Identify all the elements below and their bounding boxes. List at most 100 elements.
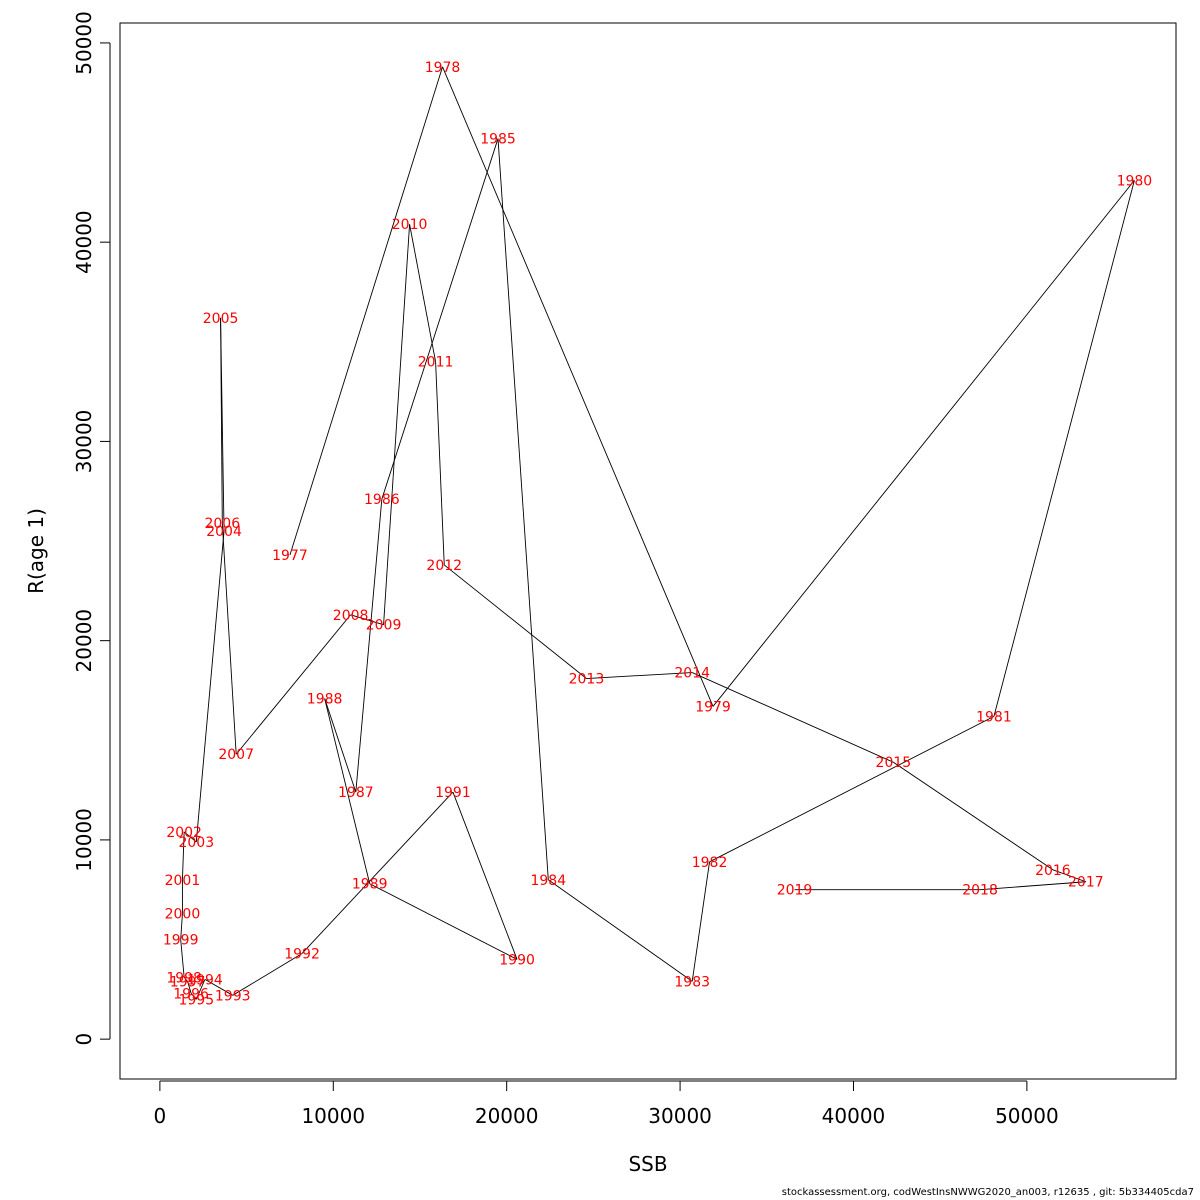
y-tick-label: 30000 bbox=[72, 410, 96, 474]
point-label-1990: 1990 bbox=[499, 952, 535, 968]
point-label-2004: 2004 bbox=[206, 524, 242, 540]
point-label-2013: 2013 bbox=[569, 672, 605, 688]
segment-2003-2004 bbox=[195, 531, 225, 842]
segment-1978-1979 bbox=[442, 66, 714, 707]
point-label-2019: 2019 bbox=[777, 883, 813, 899]
x-tick-label: 10000 bbox=[301, 1104, 365, 1128]
x-tick-label: 30000 bbox=[648, 1104, 712, 1128]
segment-1992-1993 bbox=[232, 953, 303, 996]
point-label-2012: 2012 bbox=[426, 558, 462, 574]
segment-2010-2011 bbox=[409, 224, 437, 362]
segment-1988-1989 bbox=[324, 698, 371, 884]
point-label-1988: 1988 bbox=[307, 691, 343, 707]
segment-2011-2012 bbox=[435, 361, 445, 565]
segment-1991-1992 bbox=[301, 791, 454, 954]
segment-1987-1988 bbox=[324, 698, 357, 793]
series-path bbox=[180, 66, 1135, 1000]
segment-2016-2017 bbox=[1052, 869, 1086, 883]
y-axis-title: R(age 1) bbox=[24, 508, 48, 594]
point-label-2014: 2014 bbox=[674, 666, 710, 682]
point-label-1982: 1982 bbox=[692, 855, 728, 871]
segment-2009-2010 bbox=[383, 224, 411, 625]
point-label-2018: 2018 bbox=[962, 883, 998, 899]
segment-1986-1987 bbox=[355, 499, 383, 793]
point-label-2001: 2001 bbox=[165, 873, 201, 889]
x-tick-label: 20000 bbox=[475, 1104, 539, 1128]
point-label-1979: 1979 bbox=[695, 699, 731, 715]
plot-frame bbox=[119, 22, 1177, 1080]
y-tick-label: 0 bbox=[72, 1033, 96, 1046]
segment-2001-2002 bbox=[181, 831, 185, 880]
segment-1982-1983 bbox=[691, 861, 711, 982]
point-label-1989: 1989 bbox=[352, 877, 388, 893]
segment-1993-1994 bbox=[204, 978, 233, 996]
segment-1980-1981 bbox=[993, 180, 1135, 717]
segment-2015-2016 bbox=[893, 761, 1054, 871]
y-axis: 0 10000 20000 30000 40000 50000 bbox=[72, 11, 111, 1046]
point-label-2006: 2006 bbox=[204, 516, 240, 532]
segment-1996-1997 bbox=[187, 981, 192, 994]
point-label-1985: 1985 bbox=[480, 132, 516, 148]
segment-2013-2014 bbox=[586, 672, 693, 679]
segment-1984-1985 bbox=[497, 138, 549, 880]
segment-2005-2006 bbox=[220, 317, 223, 524]
point-label-2011: 2011 bbox=[418, 355, 454, 371]
segment-1995-1996 bbox=[190, 993, 197, 1000]
point-label-2000: 2000 bbox=[165, 907, 201, 923]
y-tick-label: 10000 bbox=[72, 808, 96, 872]
point-label-2007: 2007 bbox=[218, 747, 254, 763]
segment-2008-2009 bbox=[350, 614, 384, 626]
x-tick-label: 40000 bbox=[822, 1104, 886, 1128]
x-axis: 0 10000 20000 30000 40000 50000 bbox=[154, 1080, 1059, 1128]
y-tick-label: 50000 bbox=[72, 11, 96, 75]
point-label-2005: 2005 bbox=[203, 311, 239, 327]
segment-1981-1982 bbox=[709, 715, 995, 863]
segment-1989-1990 bbox=[369, 883, 518, 960]
year-labels: 1977 1978 1979 1980 1981 1982 1983 1984 1985 1986… bbox=[163, 60, 1152, 1008]
x-tick-label: 50000 bbox=[995, 1104, 1059, 1128]
point-label-1992: 1992 bbox=[284, 946, 320, 962]
segment-2006-2007 bbox=[221, 523, 237, 755]
segment-1983-1984 bbox=[548, 879, 693, 982]
point-label-1980: 1980 bbox=[1117, 173, 1153, 189]
segment-2007-2008 bbox=[235, 614, 351, 755]
point-label-1983: 1983 bbox=[674, 974, 710, 990]
point-label-2016: 2016 bbox=[1035, 863, 1071, 879]
point-label-1991: 1991 bbox=[435, 785, 471, 801]
segment-1999-2000 bbox=[180, 913, 183, 940]
segment-1990-1991 bbox=[452, 791, 518, 960]
point-label-1986: 1986 bbox=[364, 492, 400, 508]
segment-1997-1998 bbox=[183, 977, 188, 982]
point-label-1997: 1997 bbox=[170, 974, 206, 990]
segment-1985-1986 bbox=[381, 138, 499, 500]
point-label-1999: 1999 bbox=[163, 933, 199, 949]
segment-2012-2013 bbox=[443, 564, 587, 679]
point-label-2003: 2003 bbox=[178, 835, 214, 851]
point-label-1981: 1981 bbox=[976, 709, 1012, 725]
point-label-1984: 1984 bbox=[530, 873, 566, 889]
point-label-1994: 1994 bbox=[187, 972, 223, 988]
point-label-1993: 1993 bbox=[215, 988, 251, 1004]
footer-credit: stockassessment.org, codWestInsNWWG2020_… bbox=[781, 1187, 1194, 1198]
point-label-2002: 2002 bbox=[166, 825, 202, 841]
point-label-1998: 1998 bbox=[166, 970, 202, 986]
point-label-2008: 2008 bbox=[333, 608, 369, 624]
segment-2014-2015 bbox=[692, 672, 894, 763]
point-label-1987: 1987 bbox=[338, 785, 374, 801]
point-label-2009: 2009 bbox=[366, 618, 402, 634]
segment-1998-1999 bbox=[180, 939, 185, 978]
point-label-1977: 1977 bbox=[272, 548, 308, 564]
point-label-1978: 1978 bbox=[425, 60, 461, 76]
point-label-2015: 2015 bbox=[876, 755, 912, 771]
point-label-1995: 1995 bbox=[178, 992, 214, 1008]
x-axis-title: SSB bbox=[628, 1152, 667, 1176]
x-tick-label: 0 bbox=[154, 1104, 167, 1128]
segment-2017-2018 bbox=[980, 881, 1086, 891]
segment-1994-1995 bbox=[195, 979, 206, 1000]
point-label-2017: 2017 bbox=[1068, 875, 1104, 891]
segment-1979-1980 bbox=[712, 180, 1135, 707]
y-tick-label: 20000 bbox=[72, 609, 96, 673]
point-label-1996: 1996 bbox=[173, 986, 209, 1002]
segment-2002-2003 bbox=[183, 831, 197, 843]
